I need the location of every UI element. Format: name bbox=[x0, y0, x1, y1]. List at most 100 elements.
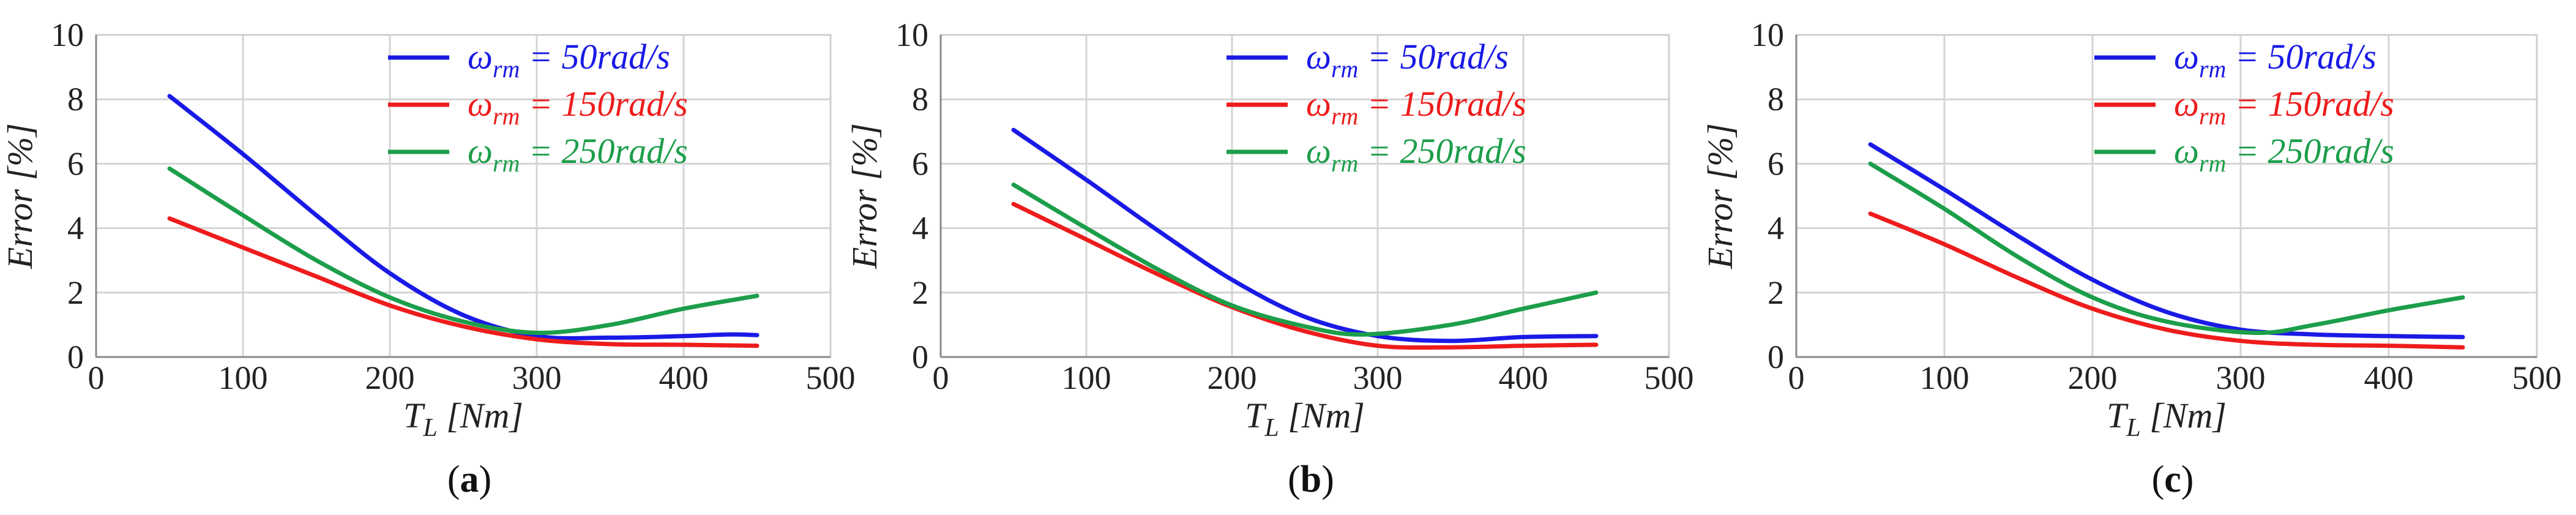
x-tick-label: 200 bbox=[1208, 359, 1257, 396]
series-line-2 bbox=[1868, 161, 2465, 336]
x-tick-label: 300 bbox=[1353, 359, 1403, 396]
x-axis-title-unit: [Nm] bbox=[1279, 396, 1365, 435]
panel-label: (c) bbox=[2152, 459, 2194, 500]
legend-value: = 250rad/s bbox=[1358, 131, 1526, 171]
legend-entry-1: ωrm = 150rad/s bbox=[1306, 84, 1526, 130]
y-tick-label: 6 bbox=[67, 145, 84, 182]
y-tick-label: 2 bbox=[912, 274, 928, 311]
x-axis-title-main: T bbox=[2107, 396, 2129, 435]
legend-entry-0: ωrm = 50rad/s bbox=[468, 37, 670, 83]
legend-subscript: rm bbox=[1331, 102, 1358, 130]
chart-panel-a: 0 100 200 300 400 500 0 2 4 6 8 10 TL [Nm] Error [%] ω… bbox=[0, 17, 856, 500]
x-axis-title-main: T bbox=[403, 396, 425, 435]
x-tick-label: 300 bbox=[2216, 359, 2266, 396]
x-tick-label: 500 bbox=[2512, 359, 2562, 396]
x-tick-label: 500 bbox=[1645, 359, 1694, 396]
y-tick-label: 2 bbox=[1768, 274, 1784, 311]
y-tick-label: 8 bbox=[1768, 81, 1784, 118]
y-tick-label: 4 bbox=[67, 210, 84, 247]
series-line-2 bbox=[167, 166, 760, 336]
legend-symbol: ω bbox=[2174, 37, 2199, 77]
x-tick-label: 500 bbox=[806, 359, 856, 396]
legend-entry-2: ωrm = 250rad/s bbox=[2174, 131, 2394, 177]
legend-subscript: rm bbox=[1331, 149, 1358, 177]
y-axis-title: Error [%] bbox=[0, 123, 40, 269]
legend-entry-1: ωrm = 150rad/s bbox=[468, 84, 688, 130]
legend-symbol: ω bbox=[1306, 84, 1331, 124]
x-tick-label: 400 bbox=[1499, 359, 1548, 396]
legend-symbol: ω bbox=[468, 84, 493, 124]
y-tick-label: 2 bbox=[67, 274, 84, 311]
series-line-1 bbox=[167, 216, 760, 348]
y-tick-label: 4 bbox=[1768, 210, 1784, 247]
legend-value: = 250rad/s bbox=[520, 131, 687, 171]
x-tick-label: 0 bbox=[933, 359, 949, 396]
legend-entry-2: ωrm = 250rad/s bbox=[1306, 131, 1526, 177]
y-tick-label: 0 bbox=[912, 339, 928, 375]
legend-entry-1: ωrm = 150rad/s bbox=[2174, 84, 2394, 130]
x-axis-title-subscript: L bbox=[1264, 414, 1279, 442]
y-tick-label: 10 bbox=[1751, 17, 1784, 53]
panel-label-open: ( bbox=[2152, 459, 2165, 500]
legend-value: = 150rad/s bbox=[520, 84, 687, 124]
legend-value: = 50rad/s bbox=[1358, 37, 1508, 77]
y-tick-label: 10 bbox=[51, 17, 84, 53]
series-line-0 bbox=[1868, 142, 2465, 339]
legend-symbol: ω bbox=[468, 37, 493, 77]
legend-subscript: rm bbox=[2199, 102, 2226, 130]
y-tick-label: 6 bbox=[1768, 145, 1784, 182]
series-line-1 bbox=[1868, 211, 2465, 350]
legend-entry-0: ωrm = 50rad/s bbox=[1306, 37, 1509, 83]
y-tick-label: 0 bbox=[1768, 339, 1784, 375]
chart-panel-c: 0 100 200 300 400 500 0 2 4 6 8 10 TL [Nm] Error [%] ω… bbox=[1700, 17, 2562, 500]
y-tick-label: 8 bbox=[912, 81, 928, 118]
panel-label-open: ( bbox=[447, 459, 460, 500]
legend-value: = 50rad/s bbox=[2226, 37, 2376, 77]
panel-label-letter: b bbox=[1301, 459, 1321, 500]
legend-value: = 150rad/s bbox=[1358, 84, 1526, 124]
series-line-2 bbox=[1011, 182, 1599, 337]
x-tick-label: 400 bbox=[2364, 359, 2414, 396]
legend-subscript: rm bbox=[493, 102, 520, 130]
legend-subscript: rm bbox=[2199, 149, 2226, 177]
legend-symbol: ω bbox=[2174, 84, 2199, 124]
y-axis-title: Error [%] bbox=[1700, 123, 1740, 269]
x-tick-label: 100 bbox=[1062, 359, 1111, 396]
x-tick-label: 100 bbox=[1920, 359, 1969, 396]
legend-symbol: ω bbox=[1306, 131, 1331, 171]
x-tick-label: 0 bbox=[1788, 359, 1805, 396]
x-axis-title-main: T bbox=[1245, 396, 1267, 435]
legend-subscript: rm bbox=[2199, 55, 2226, 83]
plot-frame bbox=[95, 34, 832, 358]
x-tick-label: 400 bbox=[659, 359, 709, 396]
legend-subscript: rm bbox=[493, 55, 520, 83]
x-axis-title: TL [Nm] bbox=[1245, 396, 1365, 442]
x-axis-title-subscript: L bbox=[2126, 414, 2140, 442]
y-tick-label: 4 bbox=[912, 210, 928, 247]
y-tick-label: 6 bbox=[912, 145, 928, 182]
legend-value: = 250rad/s bbox=[2226, 131, 2394, 171]
panel-label-letter: a bbox=[460, 459, 479, 500]
y-tick-label: 10 bbox=[895, 17, 928, 53]
panel-label: (b) bbox=[1288, 459, 1334, 500]
panel-label-close: ) bbox=[479, 459, 492, 500]
legend-value: = 150rad/s bbox=[2226, 84, 2394, 124]
panel-label-letter: c bbox=[2164, 459, 2181, 500]
x-axis-title-unit: [Nm] bbox=[2141, 396, 2227, 435]
x-axis-title: TL [Nm] bbox=[403, 396, 523, 442]
y-tick-label: 0 bbox=[67, 339, 84, 375]
legend-subscript: rm bbox=[1331, 55, 1358, 83]
y-tick-label: 8 bbox=[67, 81, 84, 118]
plot-frame bbox=[1795, 34, 2538, 358]
x-axis-title: TL [Nm] bbox=[2107, 396, 2227, 442]
legend-subscript: rm bbox=[493, 149, 520, 177]
legend-entry-2: ωrm = 250rad/s bbox=[468, 131, 688, 177]
legend-value: = 50rad/s bbox=[520, 37, 670, 77]
legend-entry-0: ωrm = 50rad/s bbox=[2174, 37, 2376, 83]
x-axis-title-subscript: L bbox=[422, 414, 437, 442]
legend-symbol: ω bbox=[2174, 131, 2199, 171]
x-tick-label: 0 bbox=[88, 359, 105, 396]
panel-label-close: ) bbox=[2181, 459, 2194, 500]
